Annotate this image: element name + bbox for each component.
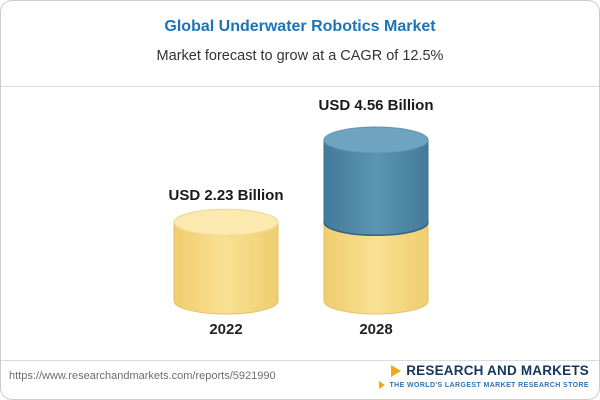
logo-name: RESEARCH AND MARKETS (406, 363, 589, 378)
logo-bullet-icon (379, 381, 386, 389)
value-label-2028: USD 4.56 Billion (318, 97, 434, 114)
source-url[interactable]: https://www.researchandmarkets.com/repor… (9, 370, 276, 382)
chart-subtitle: Market forecast to grow at a CAGR of 12.… (156, 48, 444, 64)
logo-tagline: THE WORLD'S LARGEST MARKET RESEARCH STOR… (389, 381, 589, 389)
header-divider (1, 86, 599, 87)
category-label-2022: 2022 (209, 321, 243, 338)
chart-title: Global Underwater Robotics Market (164, 18, 436, 35)
brand-logo: RESEARCH AND MARKETS THE WORLD'S LARGEST… (379, 363, 589, 389)
cylinder-bars (173, 126, 429, 315)
logo-arrow-icon (391, 364, 402, 377)
footer-divider (1, 360, 599, 361)
category-label-2028: 2028 (359, 321, 393, 338)
value-label-2022: USD 2.23 Billion (168, 187, 284, 204)
